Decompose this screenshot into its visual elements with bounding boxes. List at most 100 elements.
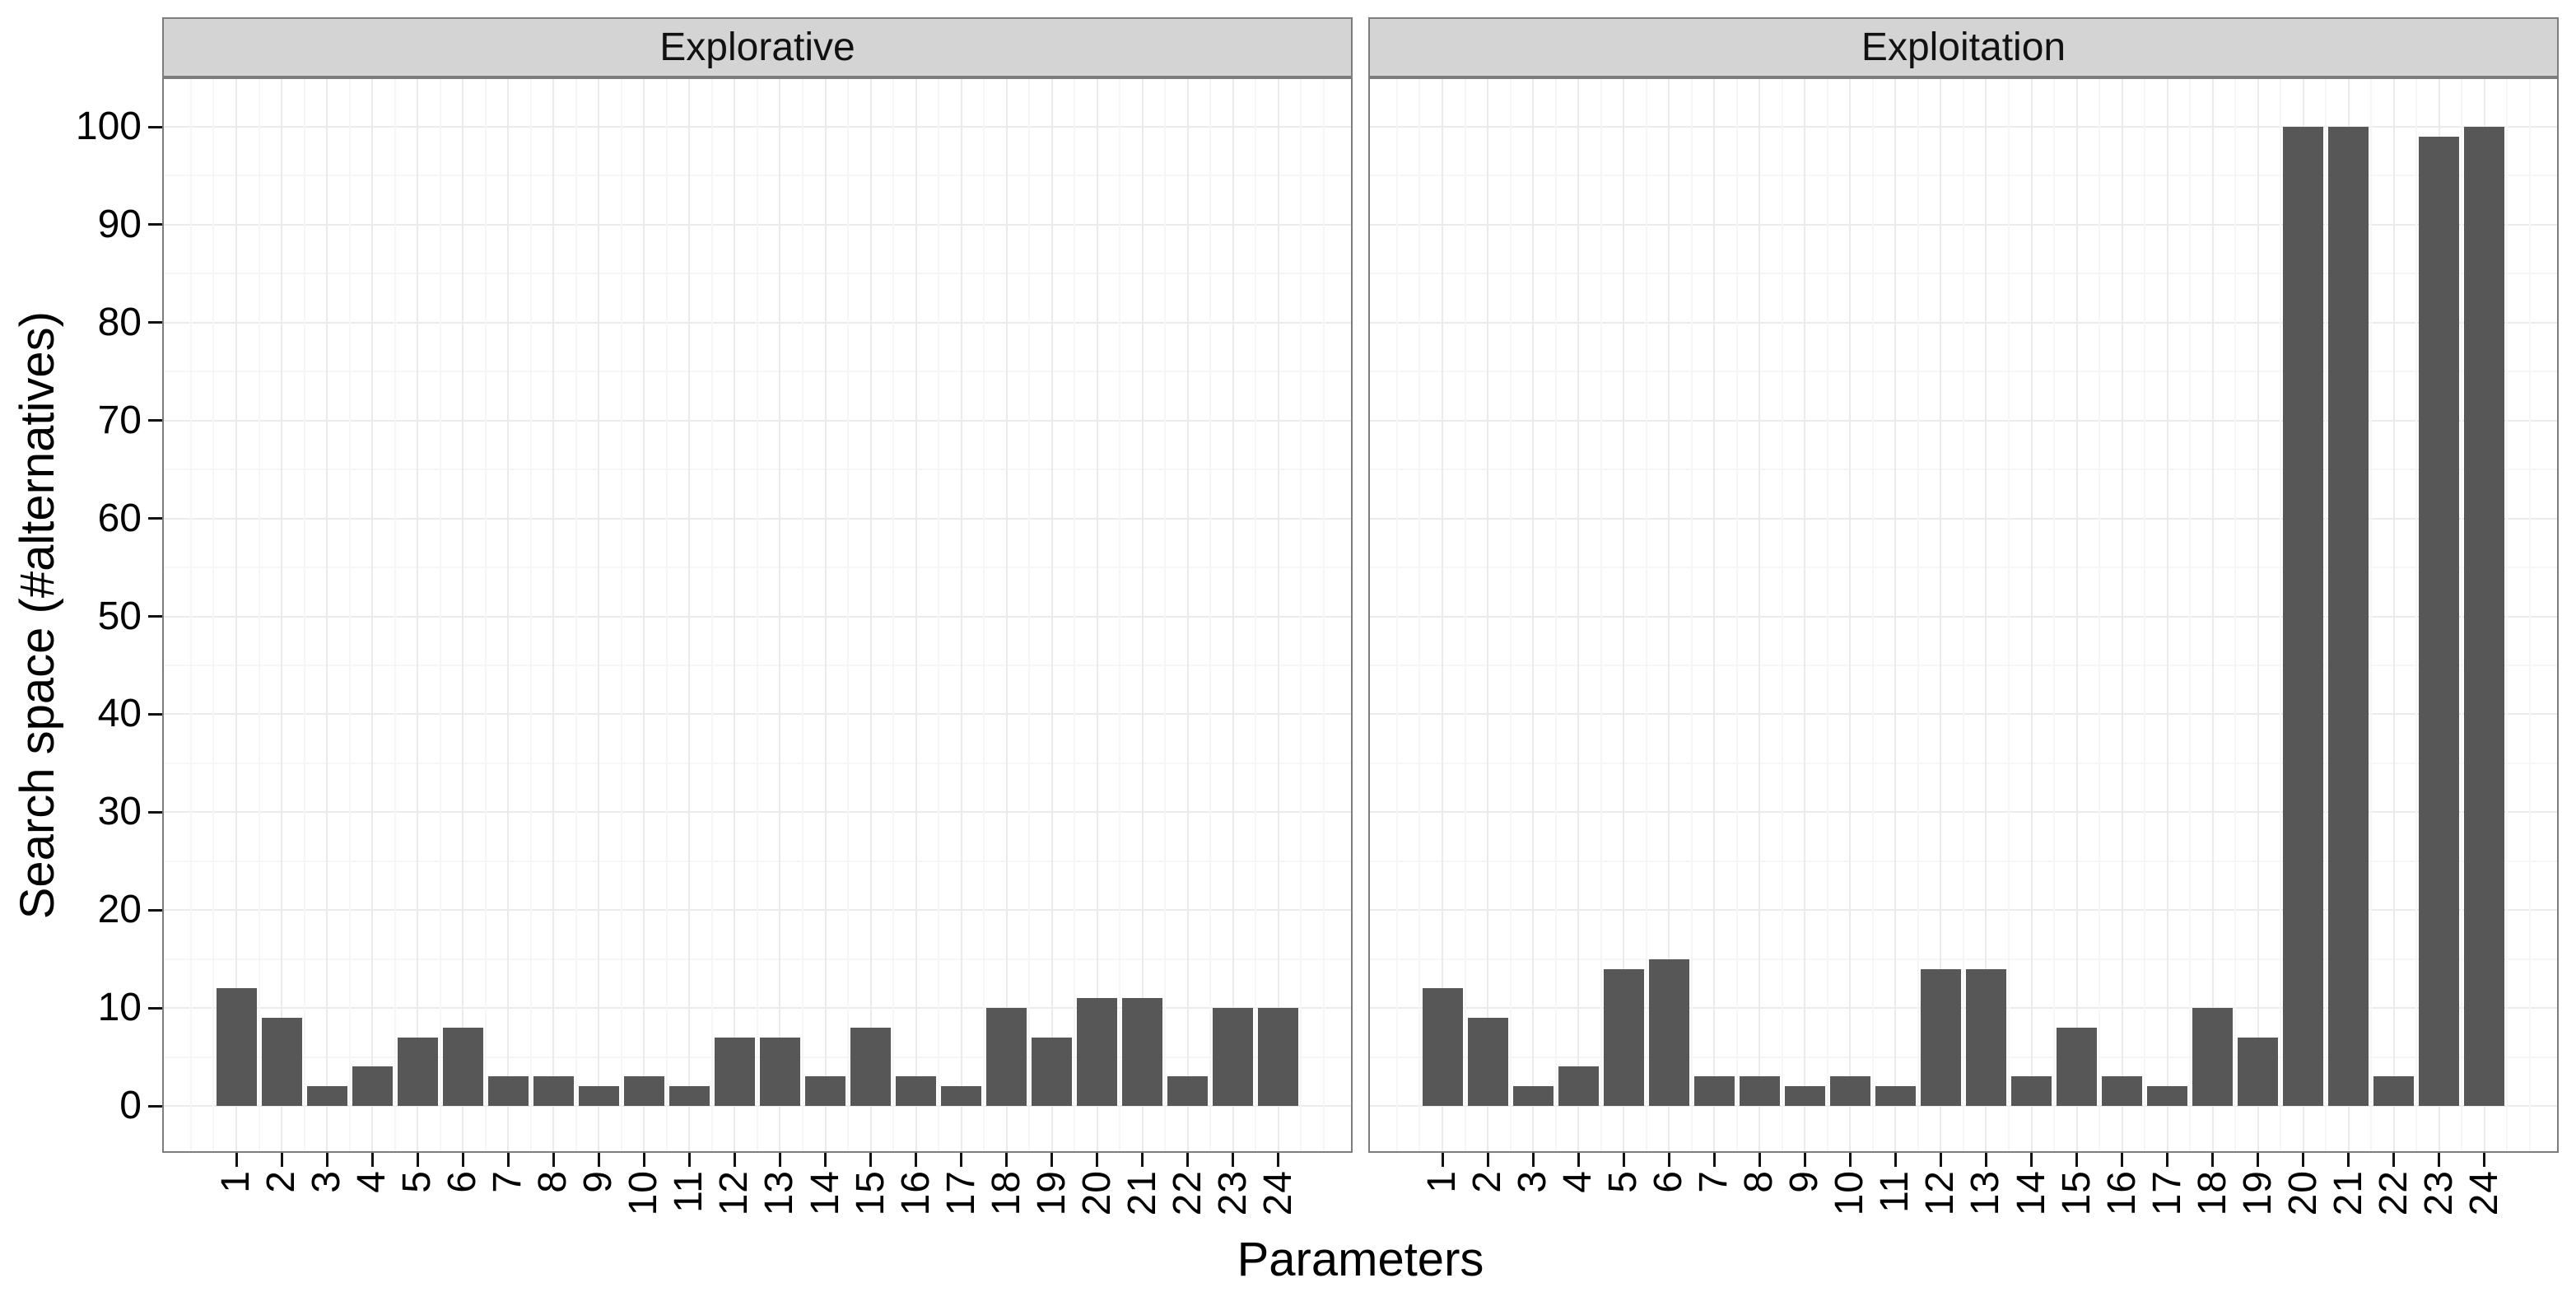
gridline-vertical: [1713, 79, 1716, 1151]
gridline-vertical: [348, 79, 351, 1151]
y-tick-mark: [148, 517, 162, 520]
gridline-vertical: [960, 79, 962, 1151]
facet-title-explorative: Explorative: [659, 26, 855, 69]
gridline-vertical: [620, 79, 622, 1151]
gridline-vertical: [326, 79, 328, 1151]
bar-exploitation-6: [1648, 959, 1689, 1106]
x-tick-label: 24: [2462, 1170, 2506, 1216]
gridline-vertical: [281, 79, 283, 1151]
gridline-vertical: [2257, 79, 2259, 1151]
x-tick-label: 6: [1647, 1170, 1691, 1193]
bar-exploitation-18: [2192, 1008, 2234, 1106]
x-tick-label: 12: [712, 1170, 757, 1216]
y-tick-label: 100: [75, 105, 142, 148]
gridline-vertical: [575, 79, 577, 1151]
bar-explorative-11: [668, 1086, 710, 1106]
x-tick-mark: [1758, 1153, 1761, 1167]
facet-title-exploitation: Exploitation: [1861, 26, 2066, 69]
x-tick-label: 5: [395, 1170, 440, 1193]
panel-explorative: [162, 77, 1353, 1153]
x-tick-label: 3: [305, 1170, 349, 1193]
bar-explorative-18: [986, 1008, 1027, 1106]
gridline-vertical: [1164, 79, 1167, 1151]
gridline-vertical: [462, 79, 464, 1151]
bar-exploitation-12: [1920, 968, 1961, 1106]
y-tick-label: 90: [97, 202, 142, 246]
gridline-vertical: [1849, 79, 1852, 1151]
x-tick-mark: [687, 1153, 691, 1167]
gridline-vertical: [1894, 79, 1897, 1151]
facet-strip-exploitation: Exploitation: [1368, 17, 2559, 77]
x-tick-mark: [2030, 1153, 2033, 1167]
x-tick-mark: [2347, 1153, 2350, 1167]
x-tick-label: 18: [984, 1170, 1028, 1216]
gridline-vertical: [756, 79, 758, 1151]
x-tick-mark: [1441, 1153, 1444, 1167]
y-tick-label: 20: [97, 888, 142, 932]
y-tick-mark: [148, 1006, 162, 1010]
gridline-vertical: [1871, 79, 1874, 1151]
x-tick-label: 6: [440, 1170, 485, 1193]
x-tick-label: 15: [2054, 1170, 2099, 1216]
gridline-vertical: [1623, 79, 1625, 1151]
bar-exploitation-7: [1693, 1076, 1735, 1106]
gridline-vertical: [2234, 79, 2237, 1151]
gridline-vertical: [734, 79, 736, 1151]
x-tick-label: 4: [350, 1170, 394, 1193]
x-tick-mark: [2483, 1153, 2486, 1167]
bar-explorative-21: [1122, 998, 1163, 1106]
y-tick-mark: [148, 908, 162, 912]
gridline-vertical: [1690, 79, 1693, 1151]
x-tick-label: 19: [2235, 1170, 2280, 1216]
gridline-vertical: [1074, 79, 1076, 1151]
x-tick-label: 7: [486, 1170, 530, 1193]
bar-exploitation-23: [2419, 136, 2460, 1106]
gridline-vertical: [1464, 79, 1466, 1151]
x-tick-label: 1: [1420, 1170, 1464, 1193]
gridline-vertical: [2415, 79, 2418, 1151]
gridline-vertical: [1600, 79, 1602, 1151]
y-tick-label: 0: [119, 1084, 142, 1127]
bar-exploitation-16: [2102, 1076, 2143, 1106]
y-tick-mark: [148, 615, 162, 618]
bar-exploitation-4: [1558, 1066, 1599, 1106]
gridline-vertical: [417, 79, 419, 1151]
x-tick-mark: [2257, 1153, 2260, 1167]
x-tick-mark: [1894, 1153, 1897, 1167]
x-tick-mark: [1486, 1153, 1489, 1167]
gridline-vertical: [1442, 79, 1443, 1151]
x-tick-mark: [552, 1153, 555, 1167]
x-tick-mark: [597, 1153, 600, 1167]
bar-explorative-23: [1213, 1008, 1254, 1106]
x-tick-label: 2: [1465, 1170, 1510, 1193]
x-tick-mark: [642, 1153, 645, 1167]
gridline-vertical: [1209, 79, 1212, 1151]
bar-explorative-8: [533, 1076, 574, 1106]
bar-explorative-1: [216, 988, 257, 1106]
gridline-vertical: [847, 79, 850, 1151]
x-tick-label: 13: [1963, 1170, 2008, 1216]
bar-exploitation-9: [1784, 1086, 1825, 1106]
y-tick-label: 80: [97, 300, 142, 344]
gridline-vertical: [2280, 79, 2282, 1151]
y-tick-label: 60: [97, 496, 142, 540]
gridline-vertical: [235, 79, 237, 1151]
gridline-vertical: [1395, 79, 1398, 1151]
gridline-vertical: [2461, 79, 2463, 1151]
bar-exploitation-10: [1829, 1076, 1870, 1106]
x-tick-label: 23: [1210, 1170, 1255, 1216]
gridline-vertical: [439, 79, 441, 1151]
y-axis-title: Search space (#alternatives): [11, 310, 64, 920]
gridline-vertical: [2166, 79, 2168, 1151]
gridline-vertical: [1300, 79, 1302, 1151]
gridline-vertical: [915, 79, 917, 1151]
x-tick-label: 10: [1828, 1170, 1872, 1216]
gridline-vertical: [529, 79, 532, 1151]
gridline-vertical: [1645, 79, 1647, 1151]
gridline-vertical: [1554, 79, 1557, 1151]
y-tick-label: 50: [97, 594, 142, 638]
gridline-vertical: [212, 79, 215, 1151]
gridline-vertical: [394, 79, 396, 1151]
bar-exploitation-2: [1467, 1017, 1508, 1106]
